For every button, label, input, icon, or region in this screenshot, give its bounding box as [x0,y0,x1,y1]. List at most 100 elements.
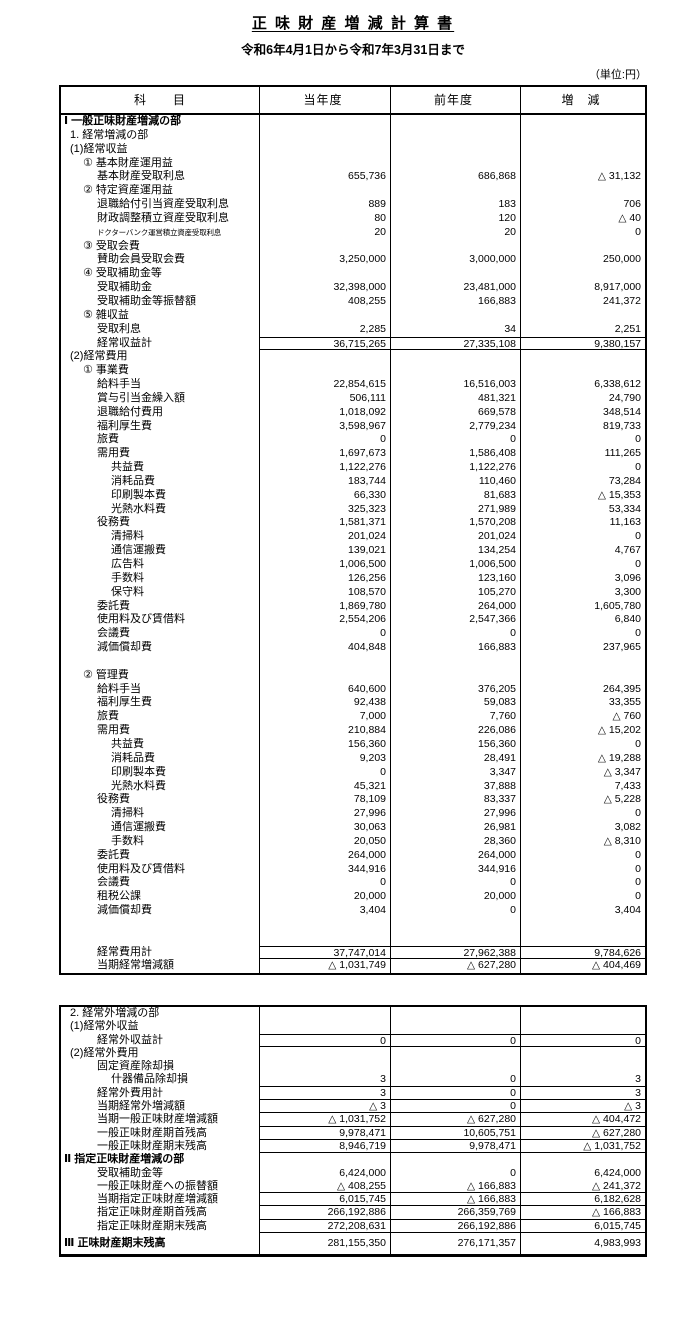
amount-change-cell: 348,514 [520,405,645,420]
amount-change-cell [520,115,645,129]
account-cell: 固定資産除却損 [97,1060,174,1073]
table-row: 清掃料 27,996 27,996 0 [61,807,645,822]
amount-current-year-cell [259,1060,390,1074]
account-cell [61,655,259,669]
amount-current-year-cell: 281,155,350 [259,1233,390,1255]
amount-prior-year-cell [390,115,520,129]
amount-prior-year-cell: 83,337 [390,793,520,808]
table-row: 受取補助金等 6,424,000 0 6,424,000 [61,1166,645,1180]
amount-current-year-cell [259,364,390,379]
amount-prior-year-cell: 166,883 [390,294,520,309]
account-cell: ③ 受取会費 [83,239,140,252]
table-row: 退職給付引当資産受取利息 889 183 706 [61,198,645,212]
amount-change-cell: 819,733 [520,419,645,434]
table-row: 印刷製本費 66,330 81,683 △ 15,353 [61,488,645,503]
amount-prior-year-cell: 686,868 [390,170,520,185]
amount-prior-year-cell: 28,360 [390,834,520,849]
amount-prior-year-cell: 10,605,751 [390,1126,520,1140]
table-row [61,917,645,932]
amount-current-year-cell: 20,050 [259,834,390,849]
table-row: (1)経常外収益 [61,1020,645,1034]
amount-change-cell: 2,251 [520,322,645,337]
account-cell: ⑤ 雑収益 [83,308,129,321]
table-row: (1)経常収益 [61,142,645,157]
amount-prior-year-cell [390,1046,520,1061]
amount-current-year-cell: 210,884 [259,724,390,738]
amount-change-cell: 3 [520,1086,645,1101]
account-cell: 経常外収益計 [97,1033,163,1046]
amount-prior-year-cell: 201,024 [390,530,520,545]
amount-prior-year-cell [390,917,520,932]
amount-change-cell: △ 15,353 [520,488,645,503]
account-cell: ① 事業費 [83,364,129,377]
amount-change-cell: 73,284 [520,474,645,489]
amount-current-year-cell [259,239,390,254]
account-cell: 手数料 [111,571,144,584]
amount-change-cell: 6,015,745 [520,1219,645,1234]
amount-prior-year-cell: 0 [390,1033,520,1047]
amount-change-cell: △ 40 [520,211,645,226]
amount-current-year-cell: 66,330 [259,488,390,503]
table-row: 給料手当 22,854,615 16,516,003 6,338,612 [61,378,645,392]
amount-current-year-cell: 126,256 [259,571,390,586]
amount-current-year-cell [259,1020,390,1034]
account-cell: 消耗品費 [111,474,155,487]
amount-current-year-cell [259,142,390,157]
table-row: (2)経常外費用 [61,1046,645,1061]
amount-change-cell: 4,983,993 [520,1233,645,1255]
nonoperating-and-designated-table: 2. 経常外増減の部 (1)経常外収益 経常外収益計 0 0 0 (2)経常外費用 固定資産除… [59,1005,647,1258]
amount-current-year-cell: 20,000 [259,890,390,905]
table-row: 什器備品除却損 3 0 3 [61,1073,645,1087]
amount-current-year-cell: 3,404 [259,904,390,918]
amount-change-cell: △ 8,310 [520,834,645,849]
account-cell: 清掃料 [111,530,144,543]
table-row: Ⅲ 正味財産期末残高 281,155,350 276,171,357 4,983,99… [61,1233,645,1255]
amount-current-year-cell: 80 [259,211,390,226]
amount-current-year-cell: 9,203 [259,751,390,766]
account-cell: 通信運搬費 [111,821,166,834]
unit-label: （単位:円） [588,69,647,81]
amount-current-year-cell: 27,996 [259,807,390,822]
column-header-prior-year: 前年度 [390,87,520,113]
table-row: 手数料 126,256 123,160 3,096 [61,571,645,586]
amount-current-year-cell [259,1046,390,1061]
amount-change-cell: 6,840 [520,613,645,628]
report-period: 令和6年4月1日から令和7年3月31日まで [241,43,465,57]
account-cell: 給料手当 [97,682,141,695]
amount-prior-year-cell: 156,360 [390,737,520,752]
amount-prior-year-cell: 26,981 [390,821,520,835]
amount-change-cell: 3,300 [520,585,645,600]
account-cell: 需用費 [97,447,130,460]
amount-current-year-cell: 20 [259,225,390,240]
amount-prior-year-cell: 2,779,234 [390,419,520,434]
amount-prior-year-cell: 0 [390,1086,520,1101]
amount-prior-year-cell: △ 627,280 [390,1113,520,1127]
amount-change-cell: 33,355 [520,696,645,711]
table-row: 経常外収益計 0 0 0 [61,1033,645,1047]
table-row: ③ 受取会費 [61,239,645,254]
amount-prior-year-cell [390,308,520,323]
table-row: 一般正味財産期末残高 8,946,719 9,978,471 △ 1,031,752 [61,1139,645,1154]
table-row: 通信運搬費 139,021 134,254 4,767 [61,544,645,558]
table-row: 福利厚生費 3,598,967 2,779,234 819,733 [61,419,645,434]
account-cell: 福利厚生費 [97,419,152,432]
amount-current-year-cell: 0 [259,765,390,780]
amount-current-year-cell [259,308,390,323]
table-row: 会議費 0 0 0 [61,627,645,642]
amount-current-year-cell: 2,554,206 [259,613,390,628]
amount-current-year-cell: 45,321 [259,779,390,794]
table-row: (2)経常費用 [61,350,645,365]
amount-prior-year-cell: 271,989 [390,502,520,517]
amount-prior-year-cell: 3,000,000 [390,253,520,268]
table-row: 清掃料 201,024 201,024 0 [61,530,645,545]
account-cell: 租税公課 [97,890,141,903]
table-row: 指定正味財産期末残高 272,208,631 266,192,886 6,015,74… [61,1219,645,1234]
account-cell: (1)経常外収益 [70,1020,139,1033]
amount-change-cell: 237,965 [520,641,645,655]
account-cell: 需用費 [97,724,130,737]
amount-change-cell: 0 [520,876,645,891]
account-cell: 保守料 [111,585,144,598]
table-row: 役務費 78,109 83,337 △ 5,228 [61,793,645,808]
amount-prior-year-cell: 1,122,276 [390,461,520,475]
amount-current-year-cell: △ 1,031,752 [259,1113,390,1127]
